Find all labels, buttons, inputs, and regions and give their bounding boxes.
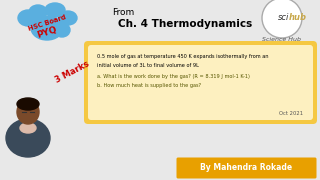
Text: From: From: [112, 8, 134, 17]
Text: HSC Board: HSC Board: [27, 14, 67, 32]
FancyBboxPatch shape: [88, 45, 313, 120]
Text: Ch. 4 Thermodynamics: Ch. 4 Thermodynamics: [118, 19, 252, 29]
Ellipse shape: [18, 10, 38, 26]
Ellipse shape: [29, 5, 47, 19]
Text: By Mahendra Rokade: By Mahendra Rokade: [200, 163, 292, 172]
Text: Oct 2021: Oct 2021: [279, 111, 303, 116]
Text: a. What is the work done by the gas? (R = 8.319 J mol-1 K-1): a. What is the work done by the gas? (R …: [97, 73, 250, 78]
Text: sci: sci: [278, 12, 289, 21]
Ellipse shape: [6, 119, 50, 157]
Ellipse shape: [31, 16, 63, 40]
Circle shape: [262, 0, 302, 38]
Text: PYQ: PYQ: [36, 24, 58, 39]
Ellipse shape: [17, 100, 39, 124]
Ellipse shape: [20, 123, 36, 133]
FancyBboxPatch shape: [177, 158, 316, 179]
Ellipse shape: [17, 98, 39, 110]
Text: hub: hub: [289, 12, 307, 21]
Ellipse shape: [59, 11, 77, 25]
Text: Science Hub: Science Hub: [262, 37, 301, 42]
Text: 3 Marks: 3 Marks: [53, 59, 91, 85]
FancyBboxPatch shape: [84, 41, 317, 124]
Ellipse shape: [54, 23, 70, 37]
Text: initial volume of 3L to final volume of 9L: initial volume of 3L to final volume of …: [97, 62, 199, 68]
Ellipse shape: [45, 3, 65, 17]
Text: b. How much heat is supplied to the gas?: b. How much heat is supplied to the gas?: [97, 82, 201, 87]
Text: 0.5 mole of gas at temperature 450 K expands isothermally from an: 0.5 mole of gas at temperature 450 K exp…: [97, 53, 268, 59]
